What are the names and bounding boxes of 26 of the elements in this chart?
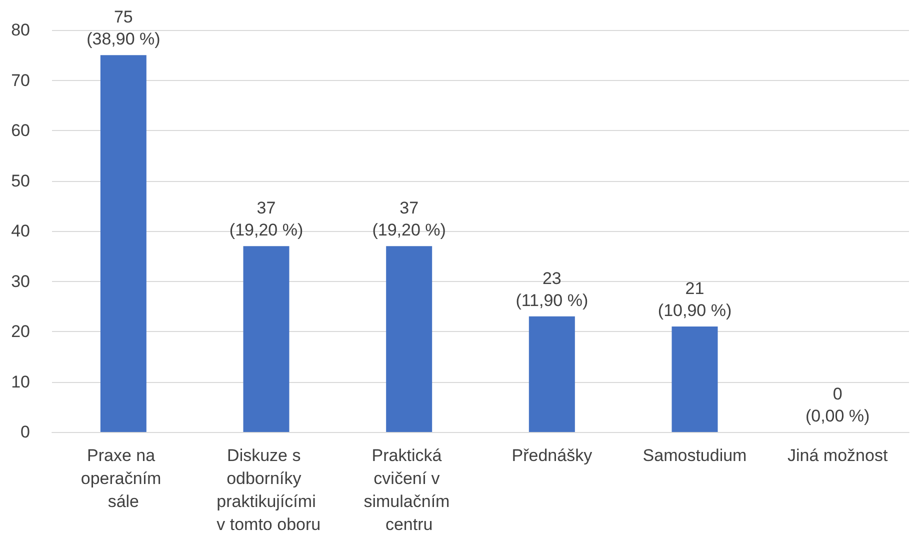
x-tick-label: Jiná možnost — [787, 446, 888, 465]
data-label: 75 (38,90 %) — [86, 8, 160, 49]
data-label: 23 (11,90 %) — [516, 268, 588, 310]
x-tick-label: Praxe na operačním sále — [80, 446, 166, 511]
y-tick-label: 20 — [11, 322, 30, 341]
x-tick-label: Diskuze s odborníky praktikujícími v tomto oboru — [212, 446, 321, 534]
bar — [672, 326, 718, 432]
x-tick-label: Přednášky — [512, 446, 593, 465]
data-label: 0 (0,00 %) — [805, 384, 870, 426]
y-tick-label: 70 — [11, 70, 30, 90]
bar — [386, 246, 432, 432]
bar — [243, 246, 290, 432]
y-tick-label: 0 — [20, 422, 30, 442]
y-tick-label: 40 — [11, 222, 30, 240]
x-tick-label: Praktická cvičení v simulačním centru — [364, 446, 454, 534]
bar — [100, 55, 146, 432]
y-tick-label: 50 — [11, 171, 30, 190]
y-tick-label: 10 — [11, 372, 30, 392]
data-label: 37 (19,20 %) — [229, 198, 304, 240]
data-label: 37 (19,20 %) — [372, 198, 446, 240]
x-tick-label: Samostudium — [642, 446, 747, 465]
y-tick-label: 30 — [11, 272, 30, 291]
data-label: 21 (10,90 %) — [658, 278, 732, 320]
bar — [528, 316, 575, 432]
y-tick-label: 80 — [11, 20, 30, 40]
y-tick-label: 60 — [11, 121, 30, 140]
